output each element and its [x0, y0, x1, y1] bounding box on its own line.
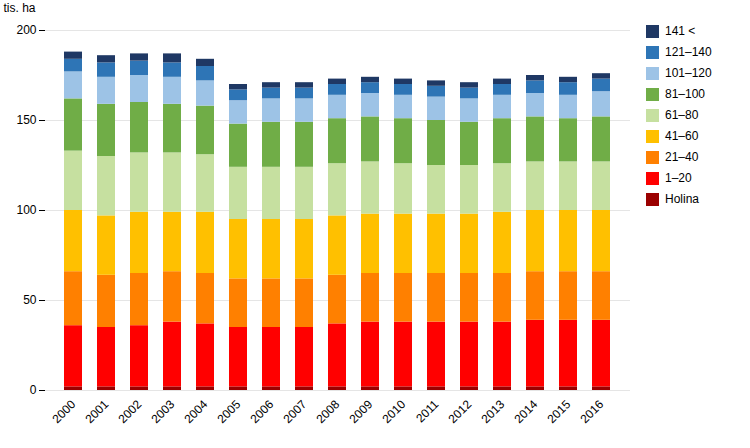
svg-text:2009: 2009	[347, 397, 376, 426]
svg-text:2011: 2011	[413, 397, 441, 425]
svg-text:100: 100	[16, 203, 36, 217]
html-text:61–80: 61–80	[665, 108, 699, 122]
svg-text:2010: 2010	[380, 397, 409, 426]
svg-text:200: 200	[16, 23, 36, 37]
html-text:81–100: 81–100	[665, 87, 705, 101]
svg-text:2003: 2003	[149, 397, 178, 426]
html-text:101–120: 101–120	[665, 66, 712, 80]
svg-text:2016: 2016	[578, 397, 607, 426]
svg-text:2008: 2008	[314, 397, 343, 426]
html-text:41–60: 41–60	[665, 129, 699, 143]
html-text:1–20: 1–20	[665, 171, 692, 185]
svg-text:2002: 2002	[116, 397, 145, 426]
svg-text:0: 0	[30, 383, 37, 397]
svg-text:2015: 2015	[545, 397, 574, 426]
svg-text:tis. ha: tis. ha	[4, 1, 36, 15]
svg-text:2006: 2006	[248, 397, 277, 426]
svg-text:2004: 2004	[182, 397, 211, 426]
svg-text:2005: 2005	[215, 397, 244, 426]
html-text:121–140: 121–140	[665, 45, 712, 59]
svg-text:2007: 2007	[281, 397, 310, 426]
svg-text:2013: 2013	[479, 397, 508, 426]
svg-text:2001: 2001	[83, 397, 112, 426]
svg-text:150: 150	[16, 113, 36, 127]
svg-text:2012: 2012	[446, 397, 475, 426]
svg-text:2000: 2000	[50, 397, 79, 426]
html-text:Holina: Holina	[665, 192, 699, 206]
svg-text:2014: 2014	[512, 397, 541, 426]
svg-text:50: 50	[23, 293, 37, 307]
html-text:141 <: 141 <	[665, 24, 696, 38]
html-text:21–40: 21–40	[665, 150, 699, 164]
